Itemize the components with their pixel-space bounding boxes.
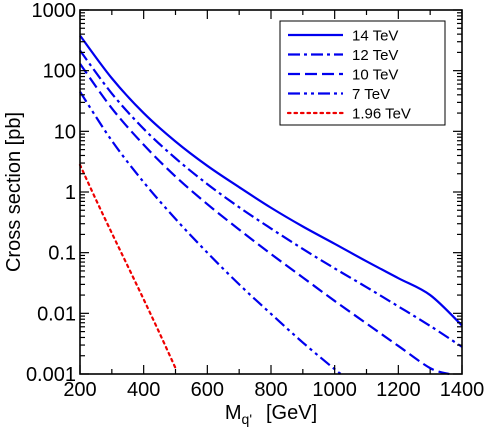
- tick-marks: [79, 9, 463, 375]
- x-tick-label: 200: [63, 379, 96, 401]
- series-line-7-tev: [79, 91, 342, 375]
- series-line-14-tev: [79, 34, 463, 327]
- y-tick-label: 1000: [32, 0, 77, 22]
- curves-layer: [78, 34, 463, 376]
- y-tick-label: 10: [54, 121, 76, 143]
- x-tick-label: 1200: [376, 379, 421, 401]
- x-tick-labels: 200 400 600 800 1000 1200 1400: [63, 379, 484, 401]
- series-line-12-tev: [79, 49, 463, 348]
- x-tick-label: 800: [254, 379, 287, 401]
- y-axis-title: Cross section [pb]: [3, 112, 25, 272]
- y-tick-label: 100: [43, 61, 76, 83]
- x-tick-label: 1000: [312, 379, 357, 401]
- legend: 14 TeV 12 TeV 10 TeV 7 TeV 1.96 TeV: [279, 20, 446, 126]
- legend-label-1-96-tev: 1.96 TeV: [352, 106, 411, 123]
- series-line-1-96-tev: [78, 163, 177, 370]
- x-axis-title-subscript: q': [242, 411, 252, 427]
- legend-label-10-tev: 10 TeV: [352, 67, 398, 84]
- x-tick-label: 600: [191, 379, 224, 401]
- y-tick-label: 0.01: [37, 303, 76, 325]
- y-tick-label: 1: [65, 182, 76, 204]
- series-line-10-tev: [79, 63, 450, 376]
- legend-label-7-tev: 7 TeV: [352, 86, 390, 103]
- y-tick-labels: 0.001 0.01 0.1 1 10 100 1000: [26, 0, 76, 386]
- x-tick-label: 400: [127, 379, 160, 401]
- legend-label-14-tev: 14 TeV: [352, 28, 398, 45]
- y-tick-label: 0.1: [48, 243, 76, 265]
- x-axis-title-unit: [GeV]: [266, 402, 317, 424]
- legend-label-12-tev: 12 TeV: [352, 47, 398, 64]
- y-tick-label: 0.001: [26, 364, 76, 386]
- x-axis-title: Mq' [GeV]: [225, 402, 317, 427]
- x-axis-title-main: M: [225, 402, 242, 424]
- x-tick-label: 1400: [440, 379, 485, 401]
